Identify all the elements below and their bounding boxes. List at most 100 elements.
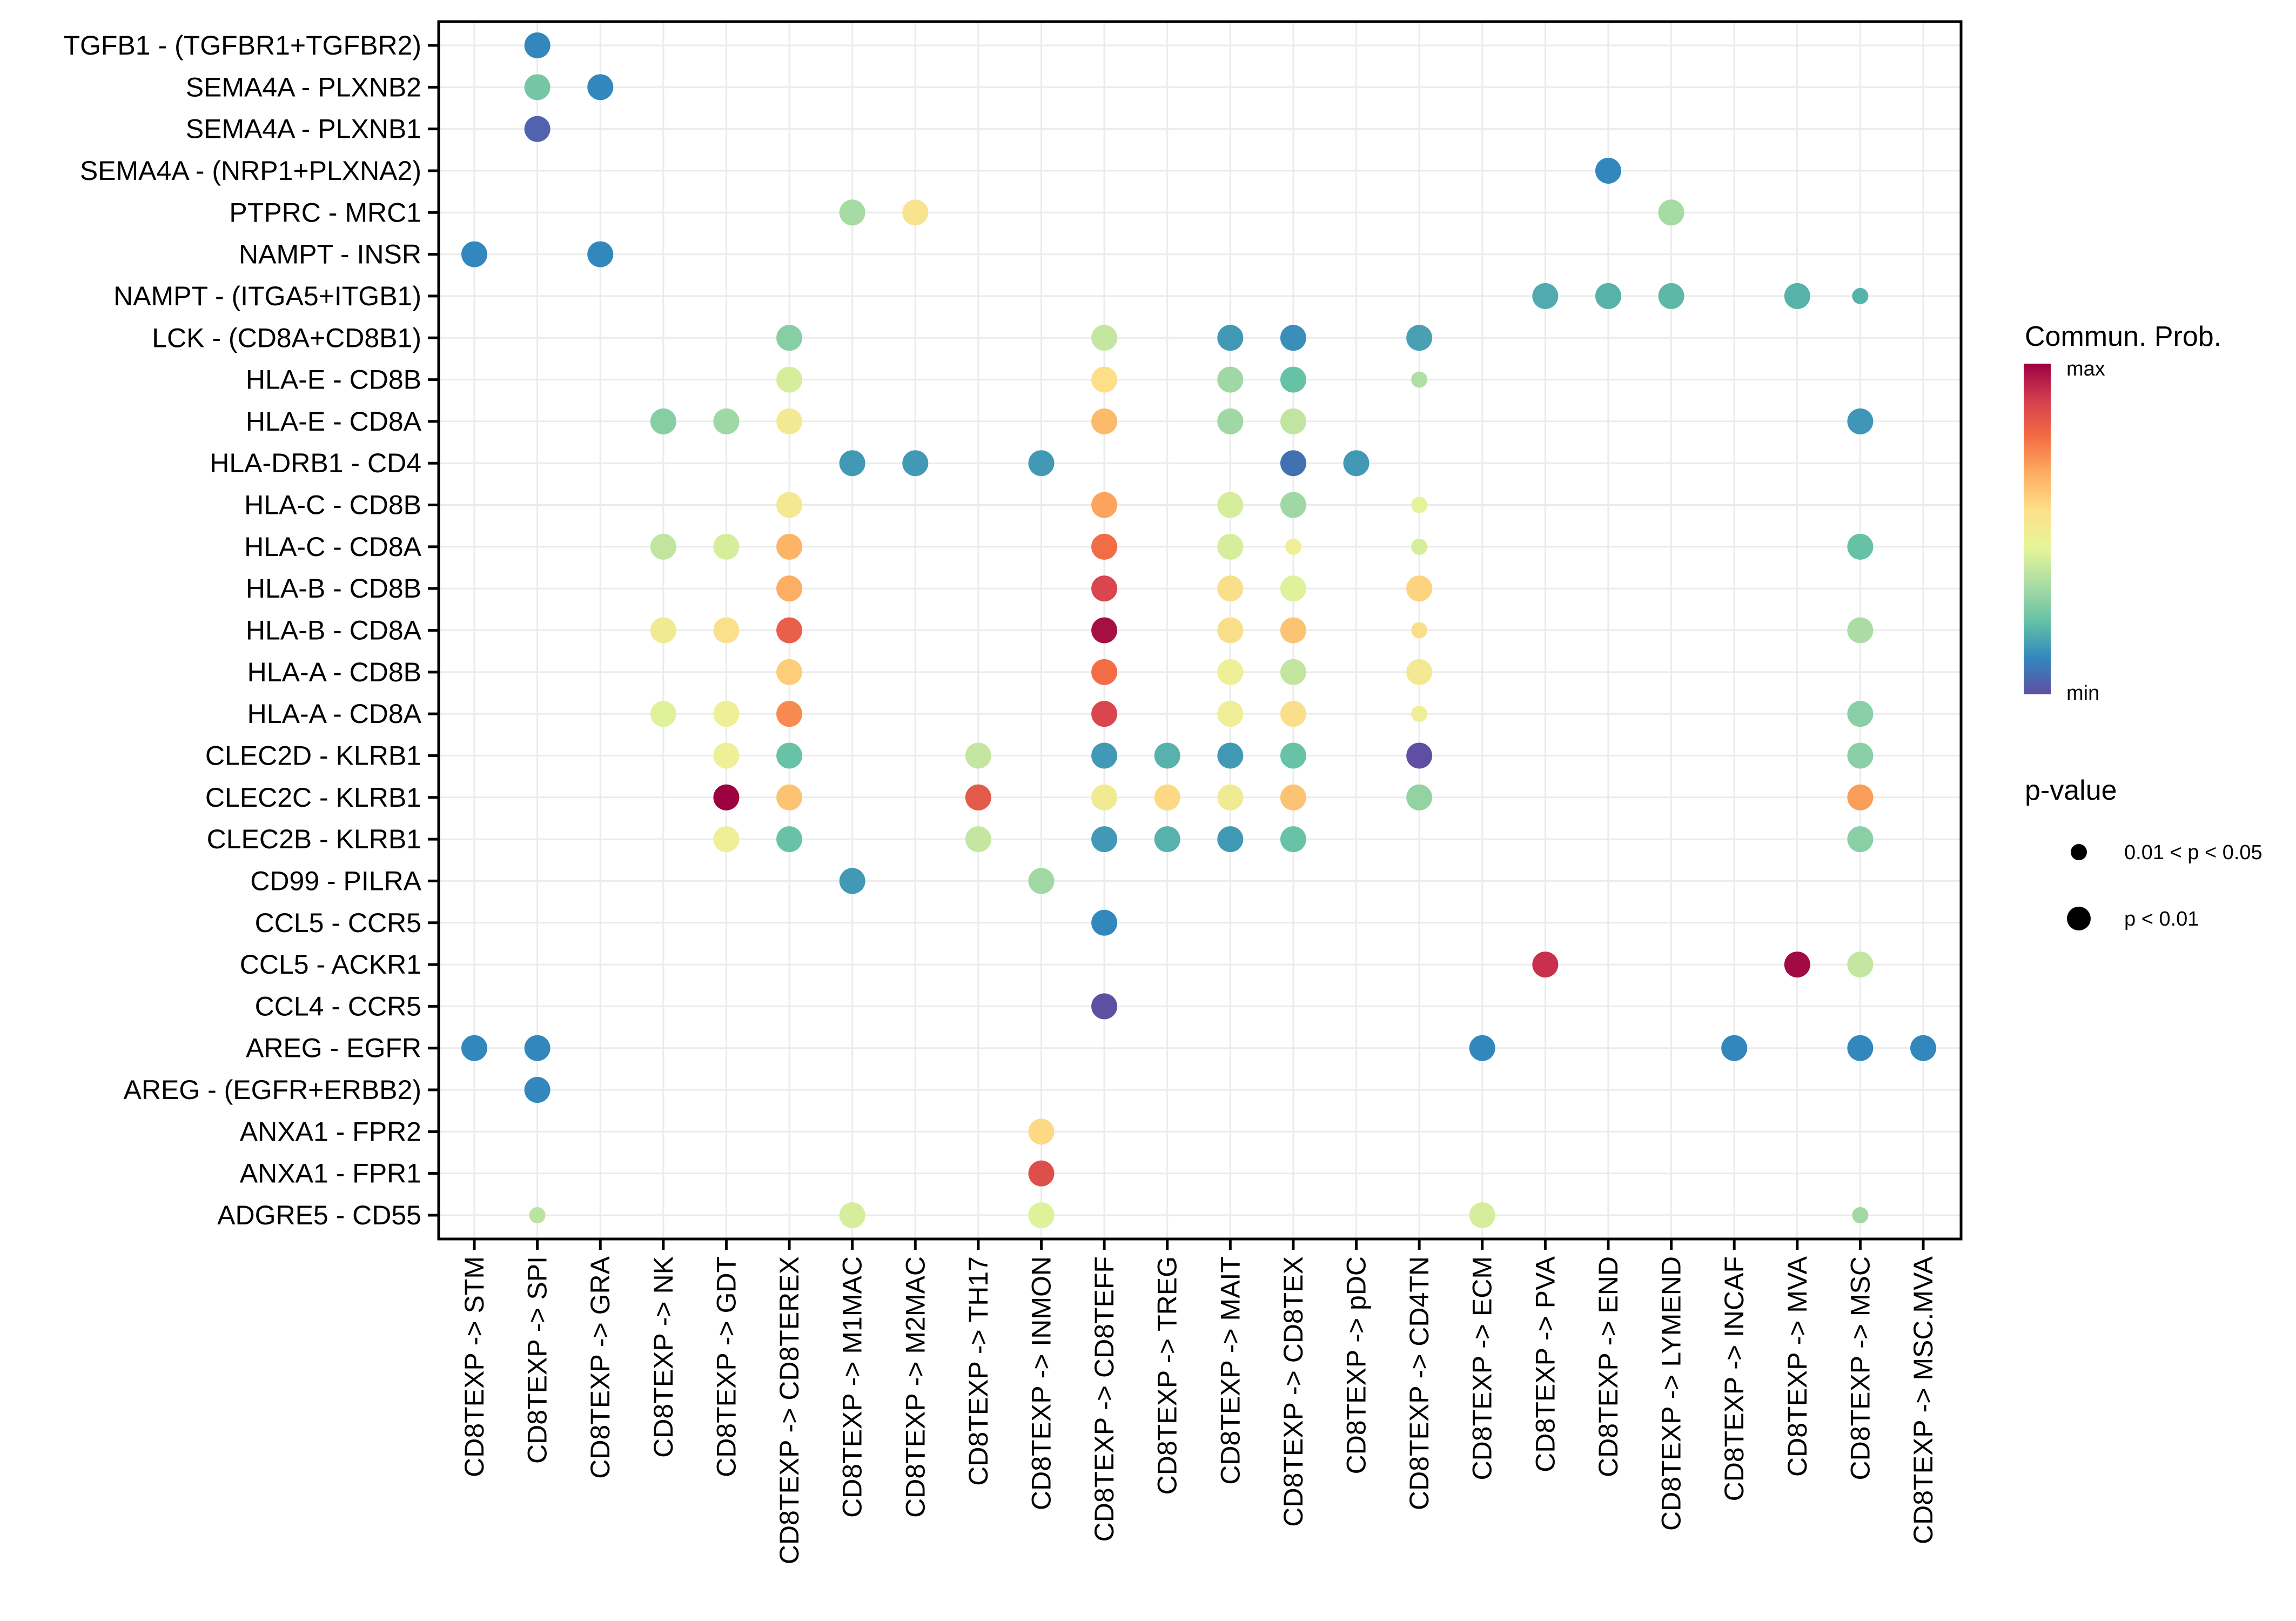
x-tick-label: CD8TEXP -> PVA [1530,1256,1560,1472]
data-point [1217,366,1244,393]
data-point [1280,826,1306,853]
data-point [1028,868,1055,894]
x-tick-label: CD8TEXP -> pDC [1341,1256,1372,1474]
size-legend: p-value 0.01 < p < 0.05 p < 0.01 [2025,775,2263,930]
data-point [461,1035,487,1061]
data-point [524,1077,550,1103]
data-point [1406,575,1433,602]
data-point [1028,450,1055,477]
colorbar-min-label: min [2066,682,2099,705]
y-tick-label: NAMPT - INSR [239,239,421,270]
data-point [1469,1202,1495,1228]
data-point [650,701,676,727]
x-tick-label: CD8TEXP -> M2MAC [900,1256,930,1518]
size-legend-small-label: 0.01 < p < 0.05 [2124,841,2263,864]
data-point [1721,1035,1748,1061]
y-tick-label: CLEC2C - KLRB1 [205,782,421,813]
data-point [1280,492,1306,518]
data-point [1154,826,1180,853]
data-point [1217,492,1244,518]
data-point [1280,784,1306,810]
data-point [1411,538,1428,555]
data-point [1091,617,1118,644]
y-tick-label: CCL4 - CCR5 [255,991,421,1021]
x-tick-label: CD8TEXP -> NK [648,1256,679,1458]
x-tick-label: CD8TEXP -> INCAF [1719,1256,1749,1501]
data-point [524,74,550,101]
data-point [1028,1202,1055,1228]
data-point [1406,659,1433,685]
y-tick-label: LCK - (CD8A+CD8B1) [152,323,421,353]
data-point [1280,659,1306,685]
data-point [1847,1035,1874,1061]
data-point [1217,575,1244,602]
data-point [1406,784,1433,810]
data-point [1280,450,1306,477]
data-point [902,450,929,477]
data-point [776,492,803,518]
data-point [1411,371,1428,388]
data-point [1847,784,1874,810]
y-tick-label: SEMA4A - (NRP1+PLXNA2) [80,156,421,186]
data-point [1532,952,1559,978]
data-point [776,617,803,644]
data-point [1217,742,1244,769]
data-point [776,533,803,560]
y-tick-label: CLEC2D - KLRB1 [205,740,421,771]
y-axis: TGFB1 - (TGFBR1+TGFBR2) SEMA4A - PLXNB2 SE… [63,30,439,1230]
data-point [1217,408,1244,434]
data-point [713,784,740,810]
x-tick-label: CD8TEXP -> CD4TN [1404,1256,1434,1510]
data-point [1285,538,1301,555]
data-point [1847,826,1874,853]
data-point [1595,157,1621,184]
data-point [1280,742,1306,769]
data-point [965,742,991,769]
data-point [1091,575,1118,602]
y-tick-label: HLA-C - CD8A [244,532,421,562]
data-point [1280,575,1306,602]
y-tick-label: CCL5 - ACKR1 [240,949,421,980]
data-point [839,1202,865,1228]
data-point [1280,366,1306,393]
y-tick-label: HLA-A - CD8A [247,699,422,729]
data-point [1784,952,1810,978]
y-tick-label: HLA-DRB1 - CD4 [210,448,421,478]
data-point [1091,742,1118,769]
data-point [1852,287,1869,304]
data-point [524,1035,550,1061]
data-point [461,241,487,267]
data-point [1532,283,1559,309]
y-tick-label: ANXA1 - FPR1 [240,1158,421,1189]
y-tick-label: HLA-E - CD8B [246,365,421,395]
data-point [1411,497,1428,513]
data-point [965,826,991,853]
y-tick-label: ANXA1 - FPR2 [240,1116,421,1147]
data-point [1154,784,1180,810]
data-point [1091,492,1118,518]
data-point [776,826,803,853]
size-legend-large-label: p < 0.01 [2124,908,2199,930]
x-tick-label: CD8TEXP -> ECM [1467,1256,1498,1480]
size-legend-title: p-value [2025,775,2117,806]
x-tick-label: CD8TEXP -> M1MAC [837,1256,868,1518]
data-point [839,199,865,226]
data-point [1217,533,1244,560]
x-tick-label: CD8TEXP -> CD8TEREX [774,1256,804,1564]
y-tick-label: SEMA4A - PLXNB2 [186,72,421,102]
data-point [1847,742,1874,769]
x-tick-label: CD8TEXP -> GRA [585,1256,615,1478]
data-point [902,199,929,226]
data-point [1910,1035,1936,1061]
data-point [1091,826,1118,853]
data-point [713,742,740,769]
data-point [1091,993,1118,1020]
y-tick-label: HLA-C - CD8B [244,490,421,520]
data-point [1595,283,1621,309]
data-point [1852,1207,1869,1223]
data-point [776,408,803,434]
data-point [1411,622,1428,639]
data-point [776,701,803,727]
x-tick-label: CD8TEXP -> CD8TEX [1278,1256,1308,1527]
